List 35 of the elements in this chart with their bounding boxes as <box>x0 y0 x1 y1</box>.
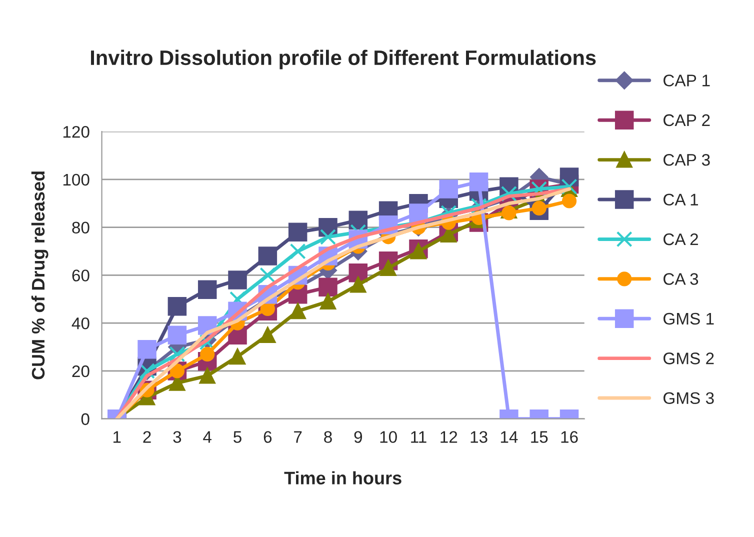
legend-label: CA 1 <box>664 194 698 206</box>
x-axis-title: Time in hours <box>284 471 402 484</box>
legend-label: CAP 3 <box>664 154 710 166</box>
y-tick-label: 40 <box>72 317 90 330</box>
y-axis-title: CUM % of Drug released <box>31 172 48 380</box>
x-tick-label: 16 <box>561 431 578 443</box>
y-tick-label: 120 <box>63 126 90 138</box>
x-tick-label: 10 <box>380 431 397 443</box>
x-tick-label: 8 <box>324 431 332 443</box>
x-tick-label: 4 <box>203 431 212 443</box>
y-tick-label: 100 <box>63 174 90 186</box>
legend-label: CA 2 <box>664 233 698 246</box>
x-tick-label: 13 <box>470 431 488 443</box>
legend-label: CAP 2 <box>664 114 710 126</box>
x-tick-label: 3 <box>173 431 182 443</box>
x-tick-label: 6 <box>264 431 272 443</box>
legend-label: GMS 2 <box>664 352 714 364</box>
x-tick-label: 14 <box>500 431 518 443</box>
x-tick-label: 15 <box>531 431 548 443</box>
x-tick-label: 11 <box>411 431 426 443</box>
legend-label: CA 3 <box>664 273 698 285</box>
y-tick-label: 80 <box>72 222 90 234</box>
x-tick-label: 5 <box>234 431 242 443</box>
chart-title: Invitro Dissolution profile of Different Formulations <box>91 50 596 70</box>
y-tick-label: 60 <box>72 270 90 282</box>
legend-label: GMS 1 <box>664 312 714 325</box>
y-tick-label: 20 <box>72 365 90 378</box>
legend-label: GMS 3 <box>664 392 714 404</box>
x-tick-label: 1 <box>114 431 121 443</box>
legend-label: CAP 1 <box>664 74 710 86</box>
y-tick-label: 0 <box>81 413 90 426</box>
x-tick-label: 9 <box>354 431 362 443</box>
x-tick-label: 12 <box>440 431 458 443</box>
x-tick-label: 7 <box>294 431 302 443</box>
x-tick-label: 2 <box>143 431 151 443</box>
